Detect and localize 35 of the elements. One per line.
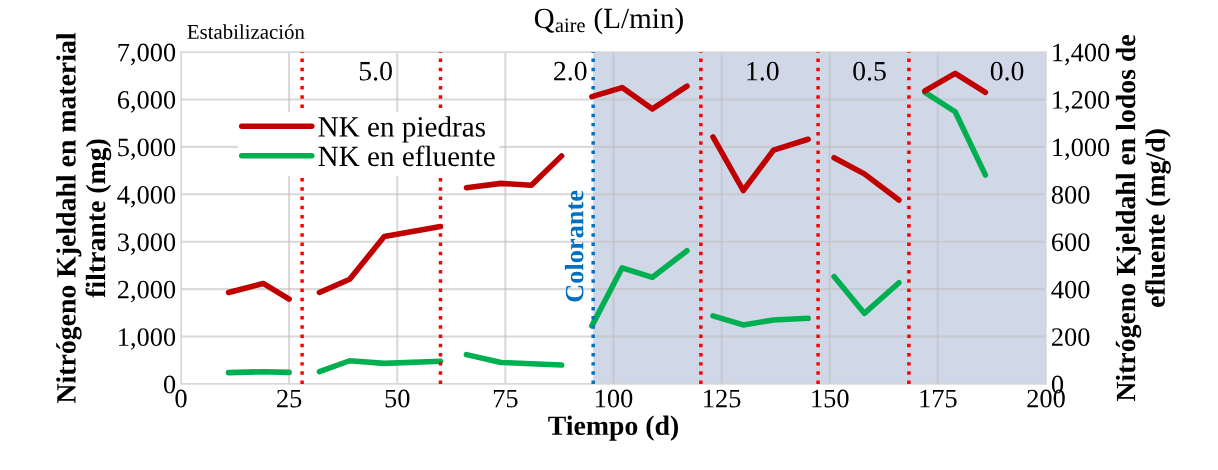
y2-tick-label: 1,000 xyxy=(1053,138,1110,161)
x-tick-label: 100 xyxy=(596,389,633,408)
y2-tick-label: 1,400 xyxy=(1053,43,1110,66)
legend-label: NK en efluente xyxy=(318,145,495,167)
y-tick-label: 3,000 xyxy=(118,233,176,255)
y2-tick-label: 1,200 xyxy=(1053,91,1110,113)
annotation: 0.5 xyxy=(853,61,886,81)
y-tick-label: 4,000 xyxy=(117,185,176,208)
y-axis-title: Nitrógeno Kjeldahl en material filtrante (mg) xyxy=(56,32,112,404)
ref-line-label: Colorante xyxy=(564,190,584,302)
x-tick-label: 150 xyxy=(812,389,849,408)
x-tick-label: 75 xyxy=(493,389,518,408)
annotation: 0.0 xyxy=(990,61,1024,81)
annotation: 5.0 xyxy=(359,61,392,81)
y-tick-label: 1,000 xyxy=(119,328,176,350)
y2-tick-label: 400 xyxy=(1051,280,1090,299)
x-tick-label: 125 xyxy=(704,389,741,408)
x-tick-label: 25 xyxy=(277,389,302,408)
y2-axis-title: Nitrógeno Kjeldahl en lodos de efluente (mg/d) xyxy=(1115,35,1171,402)
y-tick-label: 5,000 xyxy=(118,138,176,161)
legend-label: NK en piedras xyxy=(318,116,485,143)
annotation: 2.0 xyxy=(554,61,587,81)
x-tick-label: 50 xyxy=(385,389,410,408)
y-tick-label: 2,000 xyxy=(117,280,176,303)
y2-tick-label: 800 xyxy=(1051,185,1090,204)
chart-title: Q$_{aire}$ (L/min) xyxy=(534,7,683,35)
y2-tick-label: 600 xyxy=(1051,233,1090,252)
annotation: 1.0 xyxy=(747,61,779,81)
y-tick-label: 6,000 xyxy=(117,91,176,113)
y-tick-label: 0 xyxy=(163,375,176,394)
x-tick-label: 175 xyxy=(920,389,957,408)
y2-tick-label: 200 xyxy=(1052,328,1090,346)
text: Estabilización xyxy=(187,24,305,39)
x-axis-title: Tiempo (d) xyxy=(548,415,679,441)
y-tick-label: 7,000 xyxy=(118,43,176,66)
